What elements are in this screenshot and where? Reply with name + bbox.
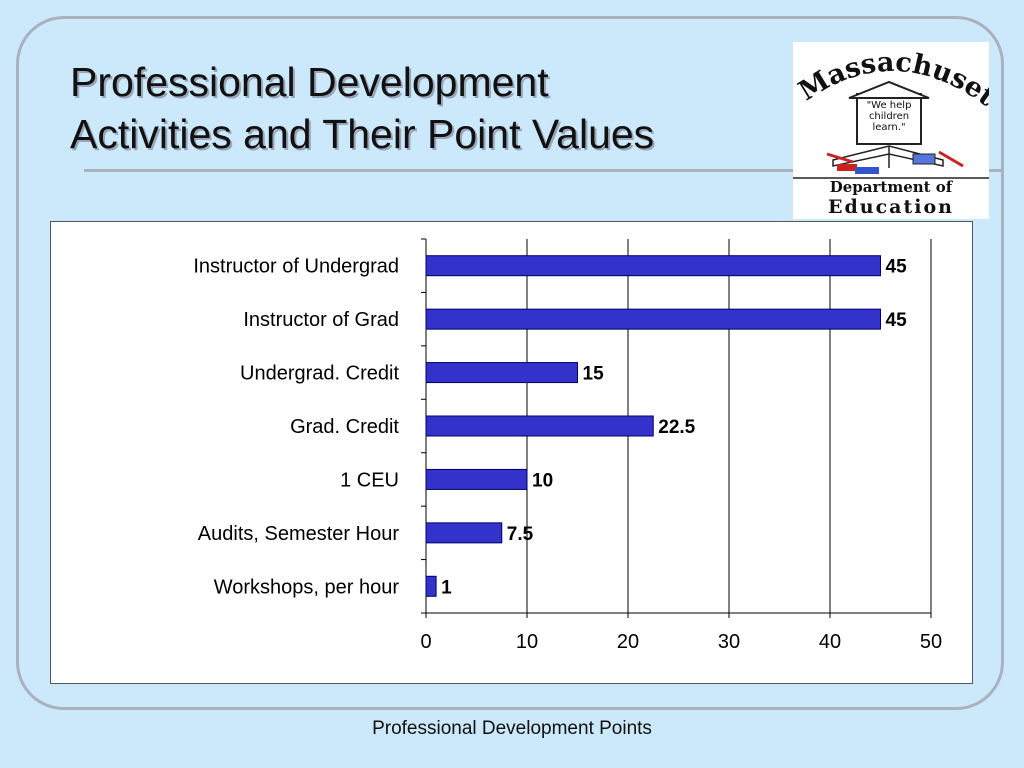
bar-value-label: 15 — [583, 364, 605, 385]
x-tick-label: 30 — [718, 631, 740, 653]
logo-dept-line-2: Education — [828, 196, 954, 218]
title-line-1: Professional Development — [70, 59, 549, 105]
category-label: Instructor of Grad — [243, 309, 399, 331]
logo-quote-line-3: learn." — [872, 122, 905, 133]
category-label: Undergrad. Credit — [240, 363, 399, 385]
slide-title: Professional Development Activities and … — [70, 56, 790, 160]
x-tick-label: 0 — [420, 631, 431, 653]
slide-frame — [16, 16, 1004, 710]
category-label: Workshops, per hour — [214, 576, 400, 598]
category-label: 1 CEU — [340, 469, 399, 491]
chart-panel: 0 10 20 30 40 50 Instructor of Undergrad 45 Inst… — [50, 221, 973, 684]
bar — [425, 362, 578, 384]
massachusetts-doe-logo: Massachusetts "We help children learn." … — [793, 42, 989, 219]
bar — [425, 255, 881, 277]
bar-value-label: 22.5 — [658, 417, 695, 438]
category-label: Audits, Semester Hour — [198, 523, 400, 545]
x-tick-label: 40 — [819, 631, 841, 653]
bar — [425, 308, 881, 330]
bar — [425, 415, 654, 437]
x-tick-label: 10 — [516, 631, 538, 653]
title-divider — [84, 169, 1002, 172]
logo-quote-line-1: "We help — [867, 100, 912, 111]
points-bar-chart: 0 10 20 30 40 50 Instructor of Undergrad 45 Inst… — [193, 238, 942, 653]
schoolhouse-books-icon: "We help children learn." — [826, 80, 964, 174]
category-label: Instructor of Undergrad — [193, 256, 399, 278]
category-label: Grad. Credit — [290, 416, 399, 438]
x-tick-label: 20 — [617, 631, 639, 653]
bar-value-label: 1 — [441, 577, 452, 598]
bar — [425, 575, 437, 597]
bar — [425, 468, 528, 490]
slide-footer: Professional Development Points — [372, 718, 652, 739]
bar-value-label: 10 — [532, 470, 553, 491]
bar — [425, 522, 503, 544]
logo-quote-line-2: children — [869, 111, 909, 122]
logo-dept-line-1: Department of — [830, 178, 954, 196]
x-tick-label: 50 — [920, 631, 942, 653]
bar-value-label: 7.5 — [507, 524, 534, 545]
bar-value-label: 45 — [886, 310, 908, 331]
title-line-2: Activities and Their Point Values — [70, 111, 655, 157]
bar-value-label: 45 — [886, 257, 908, 278]
